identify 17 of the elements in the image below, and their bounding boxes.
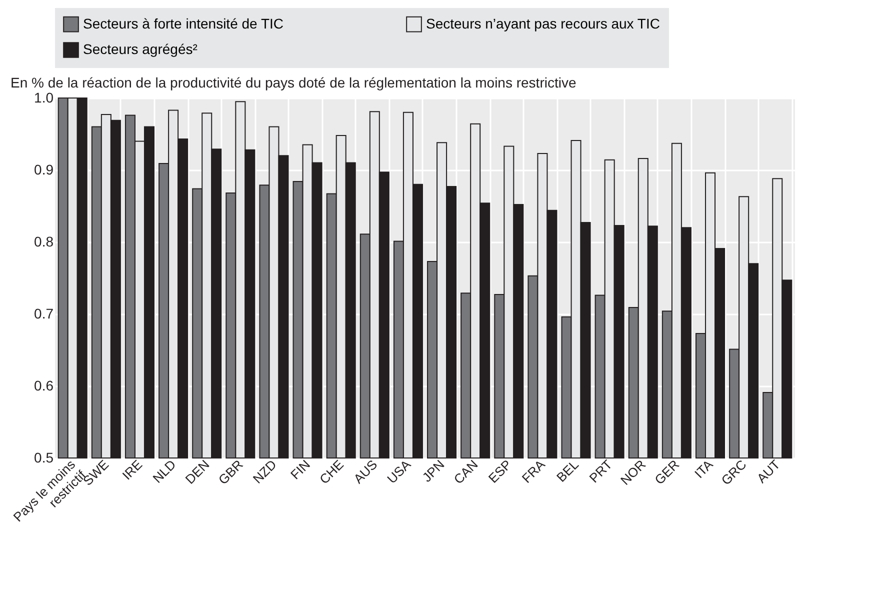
- x-tick-label: FIN: [288, 456, 313, 482]
- legend-label: Secteurs agrégés²: [83, 41, 198, 57]
- x-tick-label: ITA: [691, 456, 716, 482]
- x-tick-label: BEL: [553, 456, 582, 485]
- y-tick-label: 0.6: [34, 378, 54, 394]
- y-tick-label: 0.8: [34, 234, 54, 250]
- y-axis-title: En % de la réaction de la productivité du pays doté de la réglementation la moins restrictive: [10, 74, 576, 90]
- x-tick-label: USA: [384, 456, 414, 486]
- x-tick-label: IRE: [119, 456, 146, 483]
- y-tick-label: 1.0: [34, 90, 54, 106]
- legend-label: Secteurs à forte intensité de TIC: [83, 15, 284, 32]
- y-tick-label: 0.7: [34, 306, 54, 322]
- x-tick-label: FRA: [518, 456, 548, 486]
- x-tick-label: NLD: [150, 456, 179, 486]
- legend-label: Secteurs n’ayant pas recours aux TIC: [426, 15, 660, 32]
- y-tick-label: 0.5: [34, 450, 54, 466]
- y-tick-label: 0.9: [34, 162, 54, 178]
